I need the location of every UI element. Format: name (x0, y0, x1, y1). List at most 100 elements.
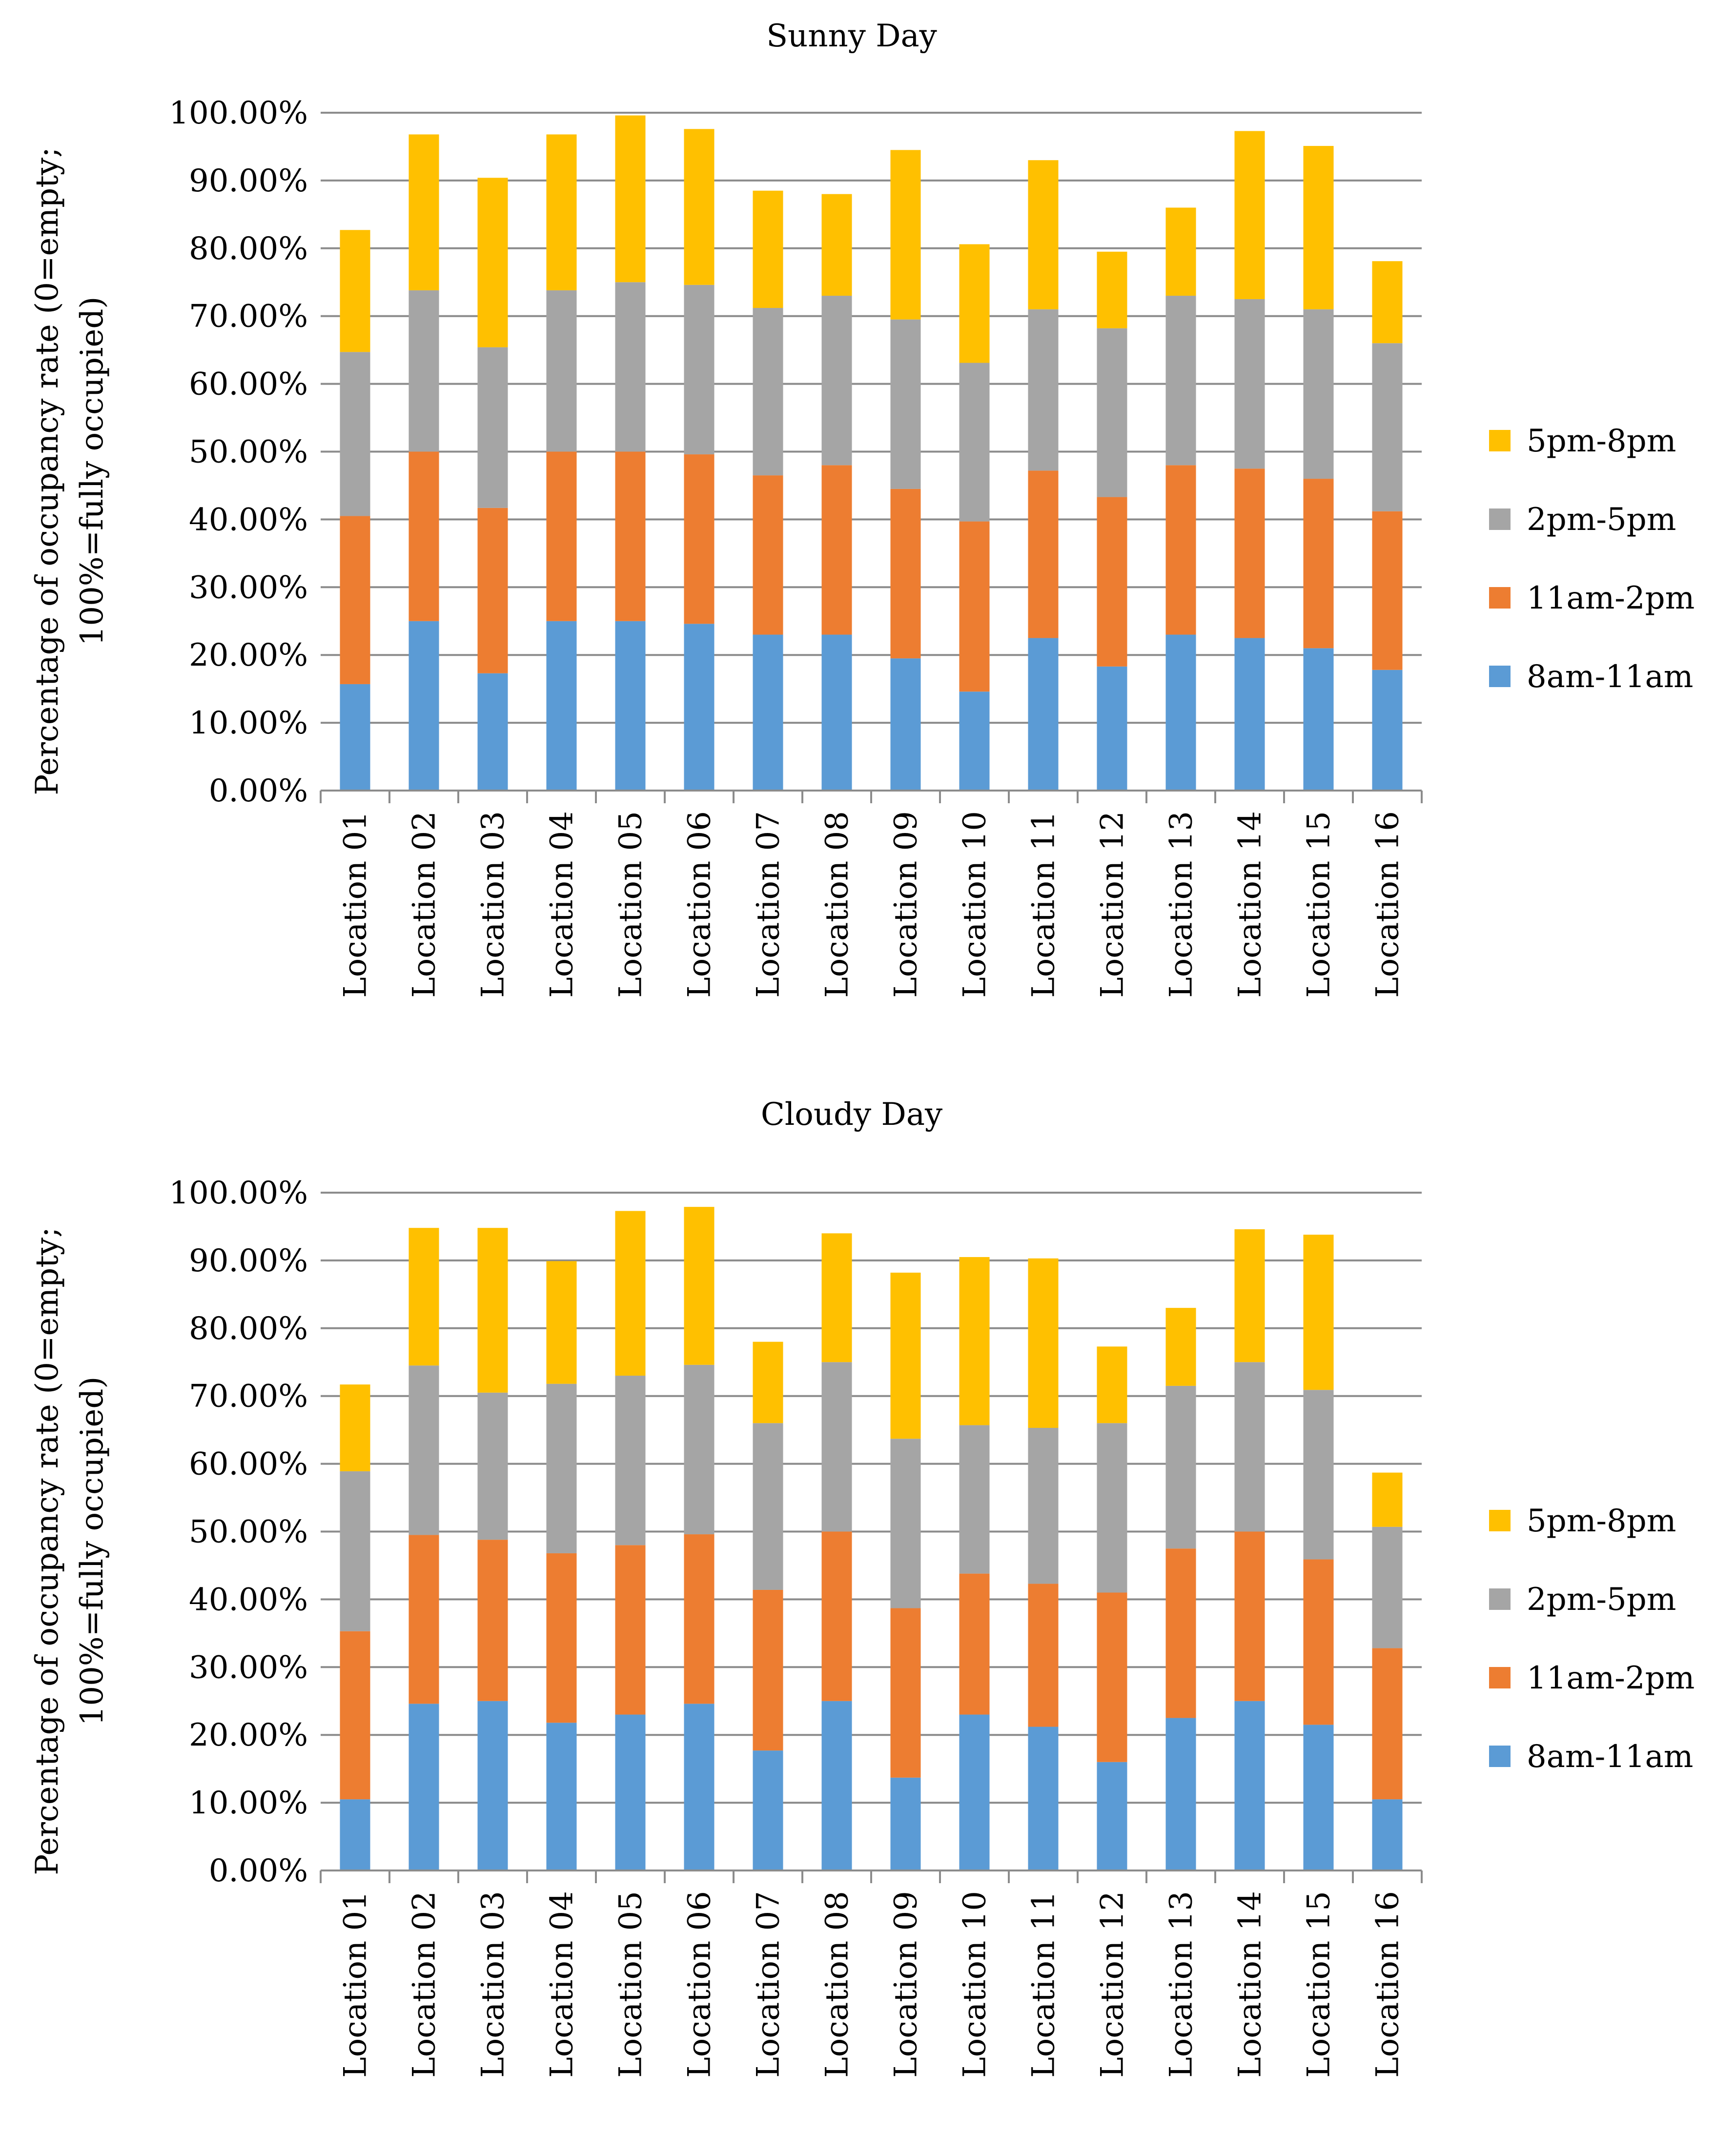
bar-segment (1028, 1584, 1059, 1727)
y-tick-label: 80.00% (189, 231, 308, 267)
y-axis-label-line: Percentage of occupancy rate (0=empty; (29, 1227, 65, 1875)
x-tick-label: Location 10 (957, 811, 993, 998)
legend-item: 2pm-5pm (1489, 1582, 1676, 1618)
bar-segment (615, 451, 646, 621)
x-tick-label: Location 16 (1370, 1891, 1406, 2078)
bar-segment (1028, 1727, 1059, 1870)
bar-segment (1234, 638, 1265, 791)
legend-swatch (1489, 1588, 1511, 1610)
bar-segment (1372, 261, 1403, 344)
x-tick-label: Location 03 (475, 811, 511, 998)
bar-segment (1165, 1385, 1196, 1549)
bar-segment (408, 451, 439, 621)
bar-segment (684, 1364, 715, 1535)
bar-segment (684, 454, 715, 624)
legend-item: 5pm-8pm (1489, 1503, 1676, 1539)
x-tick-label: Location 08 (819, 811, 856, 998)
x-tick-label: Location 12 (1095, 811, 1131, 998)
x-tick-label: Location 09 (888, 811, 924, 998)
bar-segment (546, 621, 577, 791)
bar-segment (753, 475, 783, 635)
legend-label: 2pm-5pm (1527, 502, 1676, 538)
legend-swatch (1489, 430, 1511, 451)
bar-segment (1165, 207, 1196, 296)
bar-segment (615, 1545, 646, 1715)
bar-segment (753, 190, 783, 308)
y-tick-label: 50.00% (189, 1514, 308, 1550)
x-tick-label: Location 10 (957, 1891, 993, 2078)
bar-segment (1372, 511, 1403, 670)
bar-segment (615, 621, 646, 791)
legend-swatch (1489, 1510, 1511, 1531)
y-tick-label: 90.00% (189, 163, 308, 199)
x-tick-label: Location 08 (819, 1891, 856, 2078)
y-tick-label: 10.00% (189, 705, 308, 741)
bar-segment (959, 1714, 990, 1870)
bar-segment (890, 319, 921, 489)
cloudy-day-chart: Cloudy Day 0.00% 10.00% 20.00% 30.00% 40.00% 5… (29, 1097, 1695, 2078)
bar-segment (821, 194, 852, 296)
bar-segment (684, 1704, 715, 1870)
y-axis-label-line: 100%=fully occupied) (74, 297, 110, 646)
bar-segment (1028, 638, 1059, 791)
bar-segment (477, 1392, 508, 1540)
bar-segment (1097, 1762, 1127, 1870)
bar-segment (753, 1750, 783, 1870)
bar-segment (821, 296, 852, 466)
bar-segment (477, 508, 508, 673)
bar-segment (477, 347, 508, 508)
x-tick-label: Location 02 (407, 811, 443, 998)
bar-segment (890, 1272, 921, 1439)
bar-segment (340, 516, 370, 684)
y-tick-label: 30.00% (189, 1649, 308, 1686)
bar-segment (408, 1228, 439, 1366)
bar-segment (1097, 1592, 1127, 1762)
bar-segment (546, 1723, 577, 1870)
bar-segment (1303, 1235, 1334, 1390)
x-tick-label: Location 01 (338, 1891, 374, 2078)
y-tick-label: 0.00% (209, 773, 308, 809)
bar-segment (890, 1439, 921, 1608)
y-tick-label: 20.00% (189, 1717, 308, 1753)
bar-segment (959, 1573, 990, 1715)
bar-segment (821, 1701, 852, 1870)
bar-segment (1165, 634, 1196, 791)
x-tick-label: Location 04 (544, 811, 580, 998)
x-tick-label: Location 12 (1095, 1891, 1131, 2078)
bar-segment (340, 1384, 370, 1471)
bar-segment (890, 1608, 921, 1778)
bar-segment (684, 624, 715, 791)
chart-title: Cloudy Day (761, 1097, 942, 1133)
bar-segment (890, 150, 921, 320)
bar-segment (1165, 465, 1196, 635)
legend-swatch (1489, 1667, 1511, 1688)
bar-segment (477, 1540, 508, 1701)
bar-segment (340, 1471, 370, 1631)
x-tick-label: Location 02 (407, 1891, 443, 2078)
bar-segment (1234, 299, 1265, 469)
bar-segment (408, 134, 439, 290)
bar-segment (477, 673, 508, 791)
bar-segment (615, 1211, 646, 1376)
chart-title: Sunny Day (766, 18, 937, 54)
bar-segment (615, 282, 646, 452)
x-tick-label: Location 06 (682, 1891, 718, 2078)
y-tick-label: 50.00% (189, 434, 308, 470)
bar-segment (1097, 666, 1127, 791)
bar-segment (1165, 1308, 1196, 1386)
bar-segment (1303, 1559, 1334, 1725)
x-tick-label: Location 05 (613, 1891, 649, 2078)
bar-segment (408, 621, 439, 791)
bar-segment (546, 1261, 577, 1384)
y-tick-label: 20.00% (189, 637, 308, 673)
bar-segment (753, 308, 783, 476)
bar-segment (340, 230, 370, 352)
legend-label: 5pm-8pm (1527, 423, 1676, 459)
legend-item: 2pm-5pm (1489, 502, 1676, 538)
bar-segment (1234, 131, 1265, 299)
bar-segment (890, 488, 921, 659)
bar-segment (1303, 309, 1334, 479)
bar-segment (340, 352, 370, 516)
bar-segment (1028, 309, 1059, 471)
bar-segment (959, 1257, 990, 1425)
